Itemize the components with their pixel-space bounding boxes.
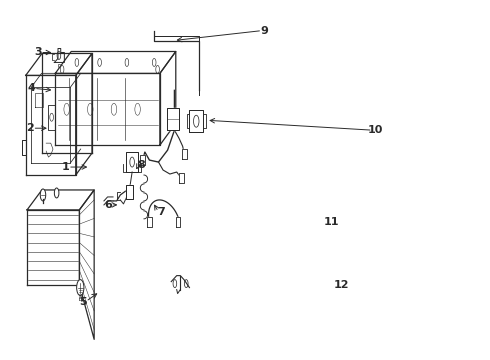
- Circle shape: [40, 189, 46, 201]
- Text: 9: 9: [261, 26, 269, 36]
- Text: 12: 12: [334, 280, 349, 289]
- Polygon shape: [178, 173, 184, 183]
- Text: 4: 4: [27, 84, 36, 93]
- Polygon shape: [55, 51, 176, 73]
- Polygon shape: [160, 51, 176, 145]
- Text: 10: 10: [368, 125, 383, 135]
- Text: 5: 5: [80, 297, 87, 306]
- Text: 6: 6: [104, 200, 112, 210]
- Polygon shape: [126, 152, 139, 172]
- FancyBboxPatch shape: [57, 64, 67, 78]
- FancyBboxPatch shape: [153, 64, 162, 78]
- Polygon shape: [25, 75, 76, 175]
- Text: 3: 3: [34, 48, 42, 58]
- Text: 11: 11: [324, 217, 340, 227]
- Polygon shape: [167, 108, 179, 130]
- Circle shape: [76, 280, 84, 296]
- Polygon shape: [27, 190, 94, 210]
- Polygon shape: [147, 217, 151, 227]
- Text: 7: 7: [157, 207, 165, 217]
- Circle shape: [54, 188, 59, 198]
- Polygon shape: [27, 210, 79, 285]
- Polygon shape: [140, 155, 146, 165]
- Text: 8: 8: [137, 160, 145, 170]
- Polygon shape: [176, 217, 180, 227]
- Polygon shape: [190, 110, 203, 132]
- Text: 2: 2: [26, 123, 34, 133]
- Text: 1: 1: [62, 162, 70, 172]
- Polygon shape: [79, 190, 94, 339]
- Polygon shape: [55, 73, 160, 145]
- Polygon shape: [126, 185, 133, 199]
- Polygon shape: [182, 149, 187, 159]
- Polygon shape: [76, 54, 92, 175]
